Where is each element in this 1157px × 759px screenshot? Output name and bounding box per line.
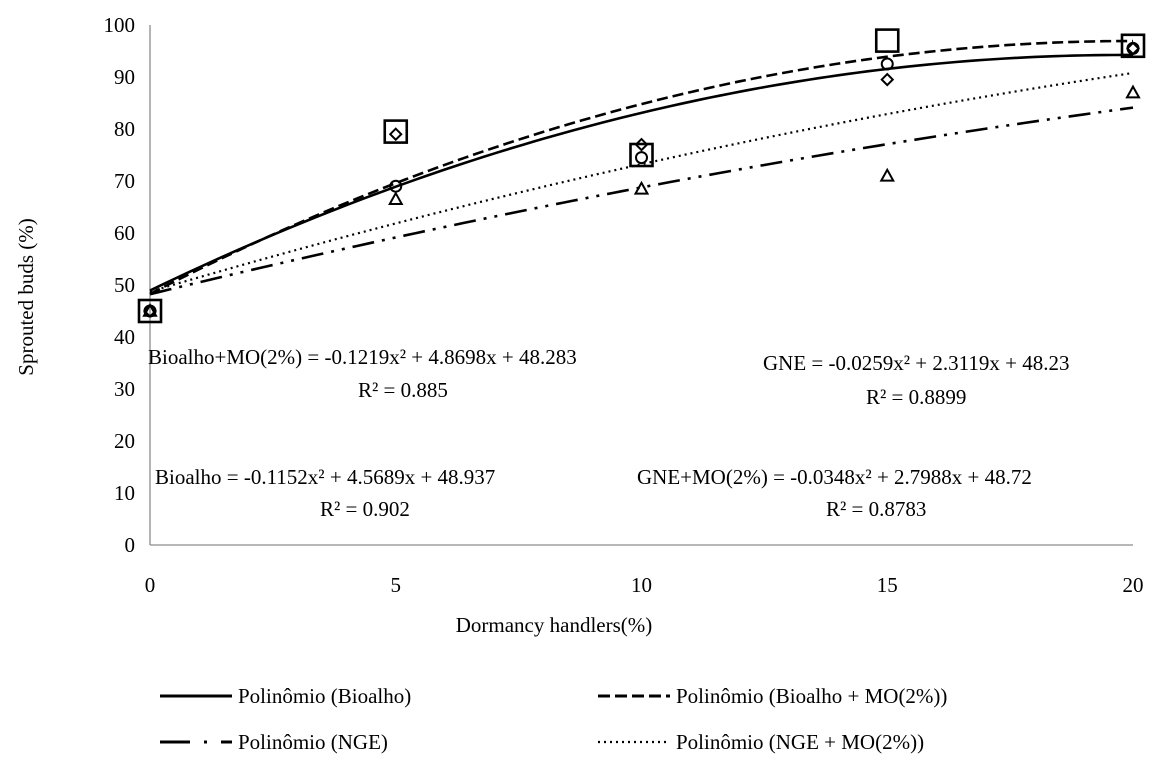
- x-tick-label: 10: [631, 573, 652, 597]
- x-tick-label: 15: [877, 573, 898, 597]
- legend-label: Polinômio (Bioalho + MO(2%)): [676, 684, 947, 708]
- circle-marker: [635, 151, 648, 165]
- x-tick-label: 5: [391, 573, 402, 597]
- trendline: [149, 106, 1134, 296]
- y-tick-label: 20: [114, 429, 135, 453]
- y-tick-label: 90: [114, 65, 135, 89]
- r-squared-label: R² = 0.8783: [826, 497, 926, 521]
- y-tick-label: 40: [114, 325, 135, 349]
- y-tick-label: 80: [114, 117, 135, 141]
- legend-label: Polinômio (Bioalho): [238, 684, 411, 708]
- data-markers: [137, 28, 1146, 324]
- diamond-marker: [388, 127, 403, 142]
- y-axis-title: Sprouted buds (%): [14, 218, 38, 375]
- trendline: [149, 39, 1134, 296]
- trendline: [149, 71, 1134, 293]
- r-squared-label: R² = 0.885: [358, 378, 448, 402]
- legend: Polinômio (Bioalho) Polinômio (Bioalho + …: [160, 684, 947, 754]
- r-squared-label: R² = 0.8899: [866, 385, 966, 409]
- triangle-marker: [388, 191, 404, 205]
- x-tick-label: 0: [145, 573, 156, 597]
- tick-labels: 0 10 20 30 40 50 60 70 80 90 100 0 5 10 15 20: [104, 13, 1144, 597]
- equation-label: GNE = -0.0259x² + 2.3119x + 48.23: [763, 351, 1069, 375]
- triangle-marker: [1125, 84, 1141, 99]
- equation-label: Bioalho = -0.1152x² + 4.5689x + 48.937: [155, 465, 495, 489]
- diamond-marker: [1126, 41, 1140, 56]
- square-marker: [874, 28, 900, 53]
- y-tick-label: 50: [114, 273, 135, 297]
- x-axis-title: Dormancy handlers(%): [456, 613, 653, 637]
- y-tick-label: 0: [125, 533, 136, 557]
- y-tick-label: 70: [114, 169, 135, 193]
- equation-annotations: Bioalho+MO(2%) = -0.1219x² + 4.8698x + 4…: [148, 345, 1069, 521]
- trendlines: [149, 39, 1134, 296]
- x-tick-label: 20: [1123, 573, 1144, 597]
- y-tick-label: 60: [114, 221, 135, 245]
- trendline: [149, 53, 1134, 292]
- square-marker: [383, 119, 409, 144]
- legend-label: Polinômio (NGE): [238, 730, 388, 754]
- r-squared-label: R² = 0.902: [320, 497, 410, 521]
- triangle-marker: [633, 180, 650, 195]
- square-marker: [137, 298, 163, 324]
- triangle-marker: [142, 302, 158, 317]
- y-tick-label: 10: [114, 481, 135, 505]
- square-marker: [629, 142, 654, 168]
- circle-marker: [880, 57, 894, 71]
- legend-label: Polinômio (NGE + MO(2%)): [676, 730, 924, 754]
- circle-marker: [1126, 41, 1140, 55]
- square-marker: [1120, 33, 1146, 59]
- equation-label: GNE+MO(2%) = -0.0348x² + 2.7988x + 48.72: [637, 465, 1032, 489]
- diamond-marker: [880, 72, 895, 87]
- axes: [149, 25, 1133, 546]
- y-tick-label: 100: [104, 13, 136, 37]
- y-tick-label: 30: [114, 377, 135, 401]
- equation-label: Bioalho+MO(2%) = -0.1219x² + 4.8698x + 4…: [148, 345, 577, 369]
- triangle-marker: [879, 167, 895, 182]
